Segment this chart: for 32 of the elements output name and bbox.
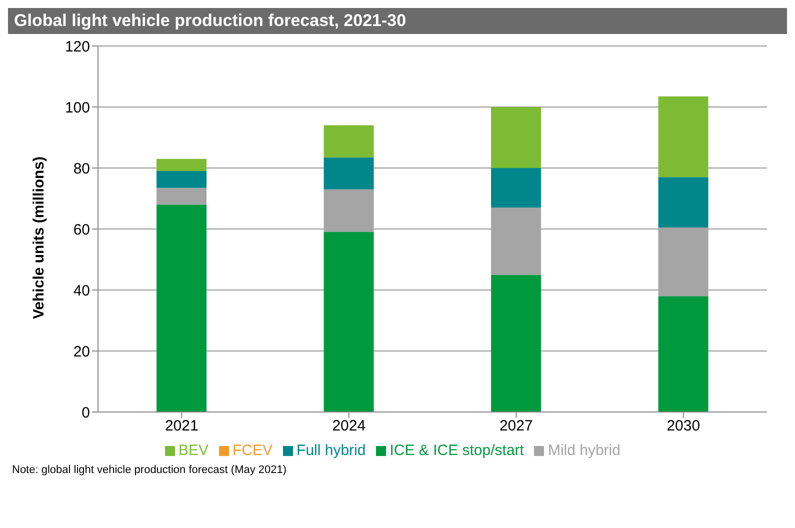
- bar: [324, 232, 374, 412]
- bar: [658, 96, 708, 178]
- legend-label: FCEV: [232, 442, 273, 459]
- bar: [658, 296, 708, 412]
- legend-label: ICE & ICE stop/start: [390, 442, 524, 459]
- bar: [491, 107, 542, 168]
- bar: [491, 274, 542, 412]
- text: Note: global light vehicle production forecast (May 2021): [12, 464, 288, 476]
- y-tick-label: 20: [73, 343, 90, 360]
- y-tick-label: 0: [82, 404, 90, 422]
- x-tick-label: 2030: [666, 418, 700, 435]
- bar: [156, 158, 207, 172]
- x-tick-label: 2021: [164, 418, 198, 435]
- bar: [491, 168, 542, 208]
- bar: [156, 204, 207, 412]
- x-tick-label: 2027: [499, 418, 533, 435]
- y-tick-label: 60: [73, 221, 90, 238]
- y-tick-label: 100: [64, 99, 90, 116]
- bar: [156, 171, 207, 188]
- y-tick-label: 120: [64, 38, 90, 56]
- bar: [324, 157, 374, 190]
- bar: [324, 125, 374, 158]
- legend-label: BEV: [178, 442, 209, 459]
- chart-title: Global light vehicle production forecast, 2021-30: [8, 8, 787, 34]
- y-tick-label: 80: [73, 160, 90, 178]
- bar: [658, 177, 708, 228]
- legend-label: Mild hybrid: [548, 442, 620, 459]
- bar: [156, 188, 207, 205]
- x-tick-label: 2024: [332, 418, 366, 435]
- y-axis-title: Vehicle units (millions): [30, 156, 48, 319]
- legend-label: Full hybrid: [296, 442, 366, 459]
- y-tick-label: 40: [73, 282, 90, 300]
